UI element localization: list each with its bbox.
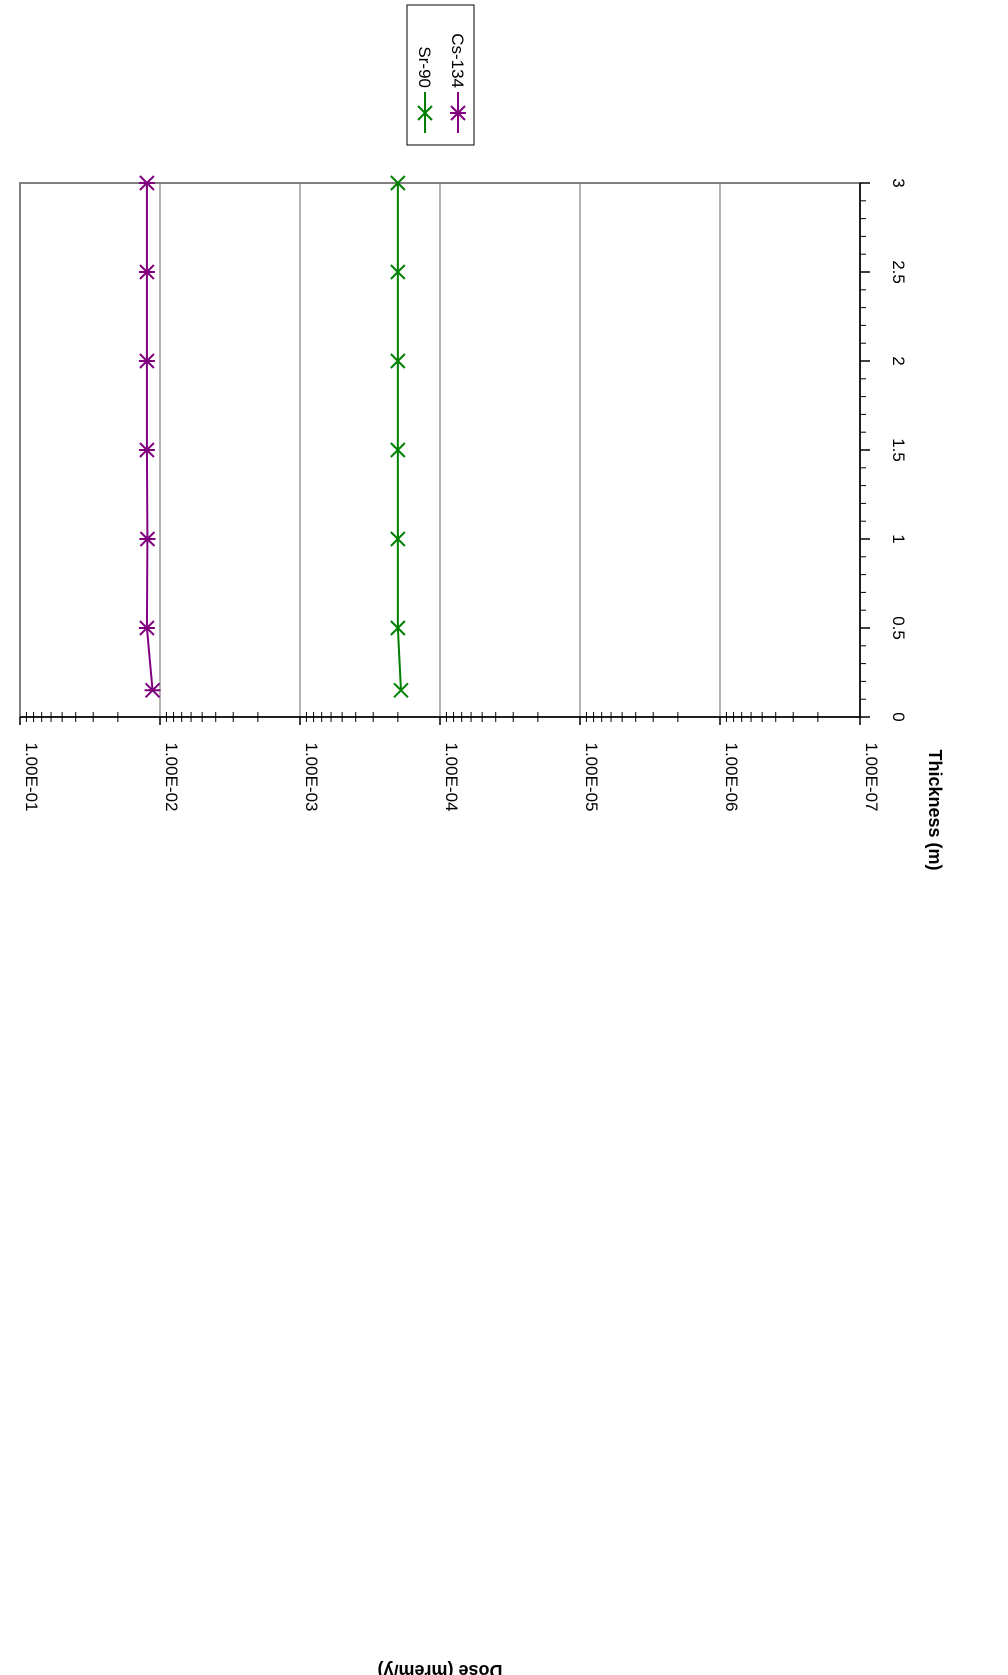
data-point-sr-90 xyxy=(390,175,406,191)
data-point-cs-134 xyxy=(138,175,155,191)
marker-stroke xyxy=(390,175,406,191)
y-tick-label: 1.00E-05 xyxy=(582,743,601,812)
grid-lines xyxy=(159,183,721,717)
x-tick-label: 1.5 xyxy=(889,438,908,462)
legend-label-cs-134: Cs-134 xyxy=(448,33,467,88)
data-point-cs-134 xyxy=(139,531,156,547)
legend-marker-sr-90 xyxy=(417,105,433,121)
marker-stroke xyxy=(390,442,406,458)
data-point-cs-134 xyxy=(138,442,155,458)
y-tick-label: 1.00E-04 xyxy=(442,743,461,812)
series-layer xyxy=(138,175,409,699)
x-tick-label: 0.5 xyxy=(889,616,908,640)
legend-marker-cs-134 xyxy=(450,105,466,121)
y-tick-label: 1.00E-02 xyxy=(162,743,181,812)
marker-stroke xyxy=(390,264,406,280)
data-point-cs-134 xyxy=(144,682,161,699)
legend-box xyxy=(406,4,475,146)
x-tick-label: 1 xyxy=(889,534,908,543)
marker-stroke xyxy=(393,682,409,699)
marker-stroke xyxy=(417,105,433,121)
axes: 1.00E-07 1.00E-06 1.00E-05 1.00E-04 1.00E-03… xyxy=(19,178,908,812)
y-tick-label: 1.00E-07 xyxy=(862,743,881,812)
legend: Sr-90 Cs-134 xyxy=(406,4,475,146)
data-point-sr-90 xyxy=(390,620,406,636)
legend-label-sr-90: Sr-90 xyxy=(415,46,434,88)
y-tick-label: 1.00E-03 xyxy=(302,743,321,812)
data-point-sr-90 xyxy=(390,442,406,458)
data-point-cs-134 xyxy=(138,353,155,369)
data-point-cs-134 xyxy=(138,620,155,636)
x-tick-label: 2 xyxy=(889,356,908,365)
data-point-sr-90 xyxy=(393,682,409,699)
y-axis-title: Dose (mrem/y) xyxy=(377,1661,502,1675)
x-tick-label: 0 xyxy=(889,712,908,721)
y-tick-label: 1.00E-06 xyxy=(722,743,741,812)
marker-stroke xyxy=(390,531,406,547)
x-axis-title: Thickness (m) xyxy=(925,749,945,870)
data-point-sr-90 xyxy=(390,353,406,369)
data-point-sr-90 xyxy=(390,531,406,547)
data-point-cs-134 xyxy=(138,264,155,280)
y-tick-label: 1.00E-01 xyxy=(22,743,41,812)
data-point-sr-90 xyxy=(390,264,406,280)
x-tick-label: 2.5 xyxy=(889,260,908,284)
marker-stroke xyxy=(390,353,406,369)
x-tick-label: 3 xyxy=(889,178,908,187)
marker-stroke xyxy=(390,620,406,636)
